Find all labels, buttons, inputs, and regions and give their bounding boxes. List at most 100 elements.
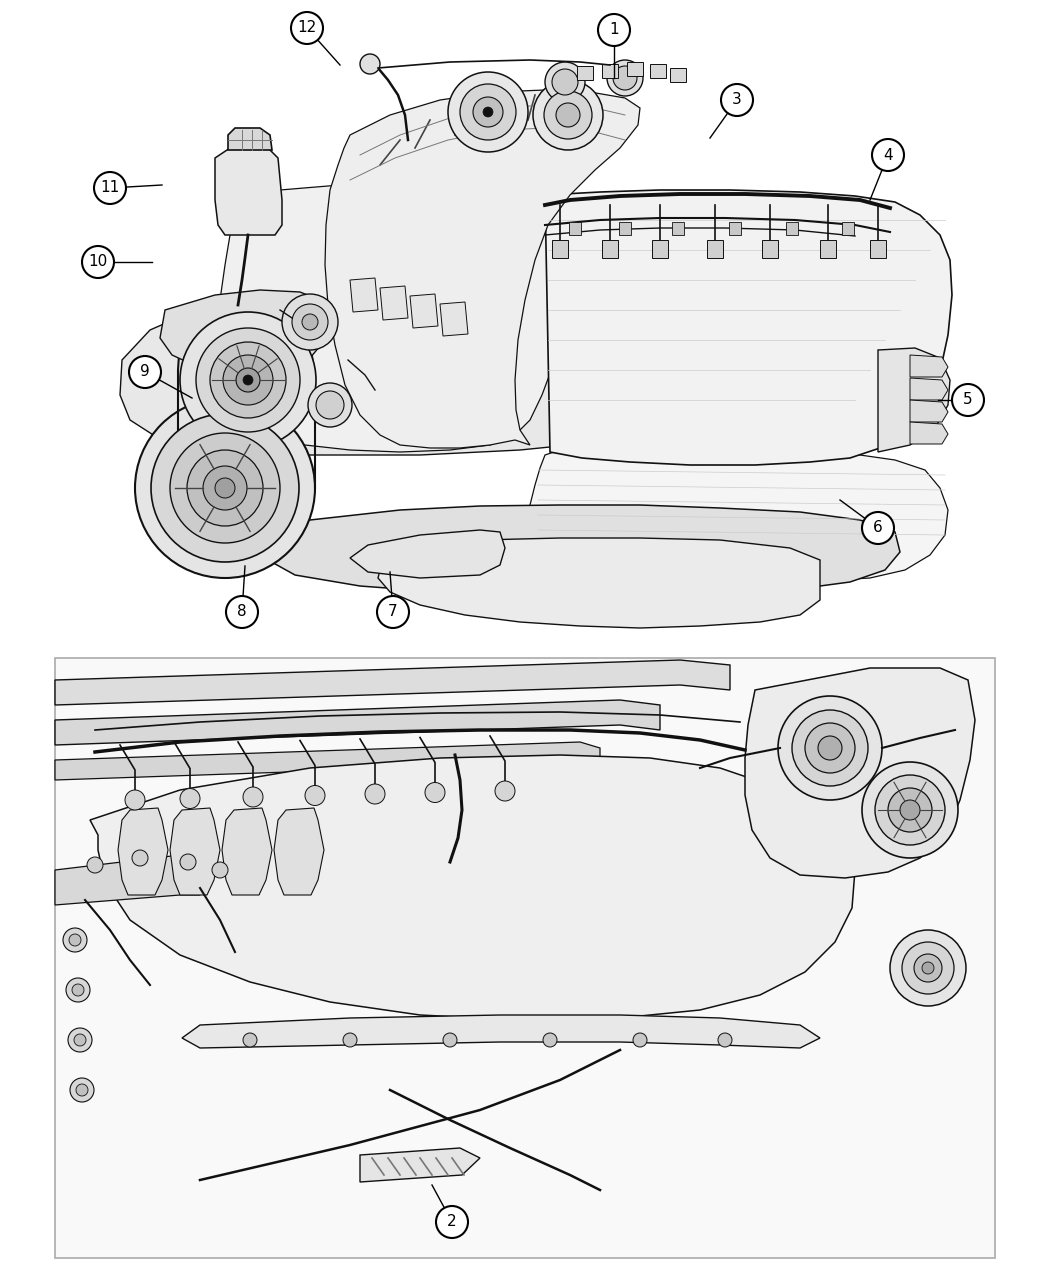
Circle shape	[436, 1206, 468, 1238]
Circle shape	[215, 478, 235, 499]
Polygon shape	[602, 240, 618, 258]
Polygon shape	[55, 742, 600, 780]
Polygon shape	[672, 222, 684, 235]
Circle shape	[365, 784, 385, 805]
Circle shape	[607, 60, 643, 96]
Circle shape	[545, 62, 585, 102]
Text: 4: 4	[883, 148, 892, 162]
Circle shape	[243, 787, 262, 807]
Polygon shape	[182, 1015, 820, 1048]
Polygon shape	[350, 530, 505, 578]
Circle shape	[360, 54, 380, 74]
Circle shape	[633, 1033, 647, 1047]
Circle shape	[243, 1033, 257, 1047]
Polygon shape	[222, 808, 272, 895]
Polygon shape	[870, 240, 886, 258]
Circle shape	[196, 328, 300, 432]
Circle shape	[718, 1033, 732, 1047]
Circle shape	[63, 928, 87, 952]
Circle shape	[180, 312, 316, 448]
Polygon shape	[350, 278, 378, 312]
Circle shape	[875, 775, 945, 845]
Circle shape	[495, 782, 514, 801]
Polygon shape	[215, 148, 282, 235]
Circle shape	[900, 799, 920, 820]
Polygon shape	[260, 505, 900, 595]
Polygon shape	[620, 222, 631, 235]
Circle shape	[952, 384, 984, 416]
Circle shape	[443, 1033, 457, 1047]
Polygon shape	[910, 354, 948, 377]
Polygon shape	[650, 64, 666, 78]
Circle shape	[94, 172, 126, 204]
Circle shape	[543, 1033, 556, 1047]
Polygon shape	[326, 91, 640, 448]
Circle shape	[472, 97, 503, 128]
Circle shape	[180, 854, 196, 870]
Circle shape	[862, 513, 894, 544]
Polygon shape	[602, 64, 618, 78]
Circle shape	[226, 595, 258, 629]
Polygon shape	[842, 222, 854, 235]
Polygon shape	[910, 422, 948, 444]
Circle shape	[902, 942, 954, 995]
Circle shape	[70, 1077, 94, 1102]
Circle shape	[598, 14, 630, 46]
Circle shape	[460, 84, 516, 140]
Polygon shape	[746, 668, 975, 878]
Text: 7: 7	[388, 604, 398, 620]
Polygon shape	[569, 222, 581, 235]
Circle shape	[66, 978, 90, 1002]
Circle shape	[292, 303, 328, 340]
Polygon shape	[55, 700, 660, 745]
Circle shape	[862, 762, 958, 858]
Circle shape	[170, 434, 280, 543]
Polygon shape	[652, 240, 668, 258]
Circle shape	[613, 66, 637, 91]
Circle shape	[544, 91, 592, 139]
Polygon shape	[380, 286, 408, 320]
Polygon shape	[820, 240, 836, 258]
Polygon shape	[786, 222, 798, 235]
Circle shape	[151, 414, 299, 562]
Polygon shape	[360, 1148, 480, 1182]
Text: 1: 1	[609, 23, 618, 37]
Circle shape	[343, 1033, 357, 1047]
Circle shape	[922, 963, 934, 974]
Polygon shape	[55, 856, 200, 905]
Polygon shape	[440, 302, 468, 337]
Polygon shape	[578, 66, 593, 80]
Text: 5: 5	[963, 393, 972, 408]
Circle shape	[203, 465, 247, 510]
Circle shape	[888, 788, 932, 833]
Circle shape	[68, 1028, 92, 1052]
Polygon shape	[910, 400, 948, 422]
Polygon shape	[878, 348, 950, 453]
Polygon shape	[707, 240, 723, 258]
Circle shape	[236, 368, 260, 391]
Circle shape	[223, 354, 273, 405]
Text: 3: 3	[732, 93, 742, 107]
Polygon shape	[670, 68, 686, 82]
Circle shape	[87, 857, 103, 873]
Text: 6: 6	[874, 520, 883, 536]
Circle shape	[291, 11, 323, 45]
Circle shape	[129, 356, 161, 388]
Circle shape	[308, 382, 352, 427]
Circle shape	[212, 862, 228, 878]
Polygon shape	[528, 445, 948, 581]
Circle shape	[302, 314, 318, 330]
Circle shape	[890, 929, 966, 1006]
Circle shape	[448, 71, 528, 152]
Circle shape	[914, 954, 942, 982]
Polygon shape	[552, 240, 568, 258]
Circle shape	[132, 850, 148, 866]
Circle shape	[69, 935, 81, 946]
Circle shape	[187, 450, 262, 527]
Polygon shape	[160, 289, 330, 372]
Circle shape	[533, 80, 603, 150]
Polygon shape	[910, 377, 948, 400]
Polygon shape	[274, 808, 324, 895]
Circle shape	[125, 790, 145, 810]
Polygon shape	[120, 275, 570, 455]
